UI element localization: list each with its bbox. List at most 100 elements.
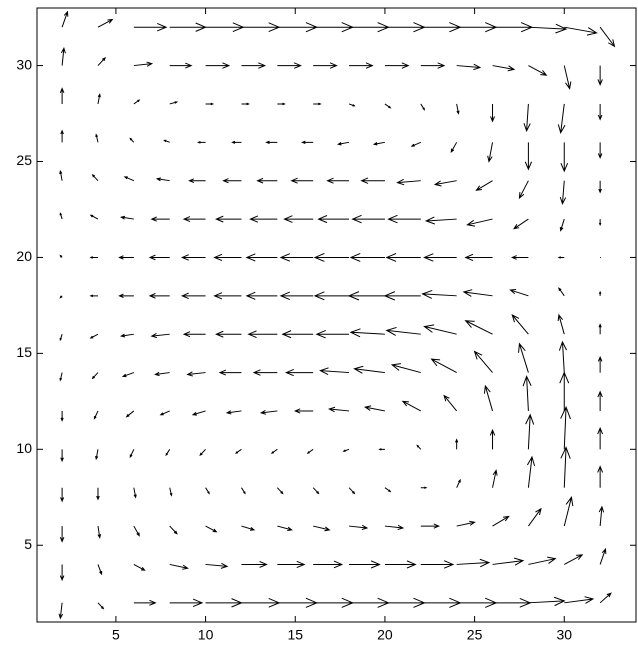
arrow [133,61,154,67]
arrow [205,102,215,106]
arrow [456,22,498,33]
arrow [313,22,354,33]
arrow [213,253,242,262]
arrow [120,215,134,220]
arrow [93,410,99,420]
arrow [464,253,493,262]
arrow [150,333,170,339]
arrow [186,371,206,377]
arrow [528,23,568,34]
arrow [313,252,350,262]
arrow [59,526,65,543]
arrow [121,372,135,378]
arrow [378,448,385,451]
arrow [61,10,69,28]
arrow [133,22,168,32]
arrow [60,129,64,143]
arrow [524,142,532,171]
arrow [97,18,114,28]
arrow [384,560,417,569]
arrow [423,253,457,262]
arrow [372,141,386,146]
arrow [89,333,99,339]
arrow [205,487,210,495]
y-tick-label: 5 [24,536,32,552]
arrow [466,218,493,227]
arrow [284,368,314,377]
arrow [433,180,457,187]
arrow [241,22,281,33]
arrow [492,557,525,566]
arrow [218,369,242,376]
arrow [564,554,584,565]
arrow [148,293,170,299]
y-tick-label: 15 [16,344,32,360]
arrow [256,177,278,184]
arrow [564,26,598,36]
arrow [241,561,268,568]
arrow [597,355,603,373]
arrow [559,180,567,205]
arrow [420,62,446,69]
arrow [384,22,426,33]
arrow [456,558,491,568]
arrow [420,22,462,33]
arrow [191,410,206,416]
arrow [169,525,178,535]
arrow [241,525,256,531]
arrow [351,214,385,224]
arrow [420,597,462,608]
arrow [279,253,314,262]
arrow [312,487,320,495]
arrow [129,137,135,143]
arrow [599,592,612,604]
arrow [523,103,531,133]
arrow [560,142,569,173]
arrow [59,372,63,382]
plot-frame [36,7,637,623]
arrow [276,487,284,495]
arrow [283,215,314,223]
arrow [59,295,63,299]
x-tick-label: 15 [287,627,303,643]
arrow [293,408,314,414]
x-tick-label: 5 [112,627,120,643]
arrow [420,560,455,569]
arrow [490,103,496,123]
arrow [133,99,141,105]
arrow [416,444,422,450]
arrow [118,293,134,298]
arrow [598,290,602,296]
arrow [443,394,458,412]
arrow [342,448,350,452]
arrow [91,372,99,380]
arrow [97,602,105,610]
arrow [205,62,231,69]
arrow [241,62,267,69]
arrow [557,256,565,259]
arrow [313,102,322,106]
arrow [148,254,170,261]
arrow [188,178,206,184]
arrow [557,313,565,335]
arrow [489,428,496,450]
arrow [349,22,390,33]
arrow [597,103,603,121]
arrow [420,486,428,489]
arrow [483,384,494,412]
arrow [241,487,246,495]
arrow [527,507,542,527]
arrow [215,215,242,223]
arrow [558,287,565,297]
arrow [60,487,65,503]
arrow [241,102,250,106]
arrow [180,292,206,299]
arrow [252,369,278,376]
arrow [456,478,461,488]
x-tick-label: 25 [467,627,483,643]
arrow [281,330,314,339]
arrow [97,93,101,105]
arrow [277,62,302,69]
arrow [396,178,421,186]
